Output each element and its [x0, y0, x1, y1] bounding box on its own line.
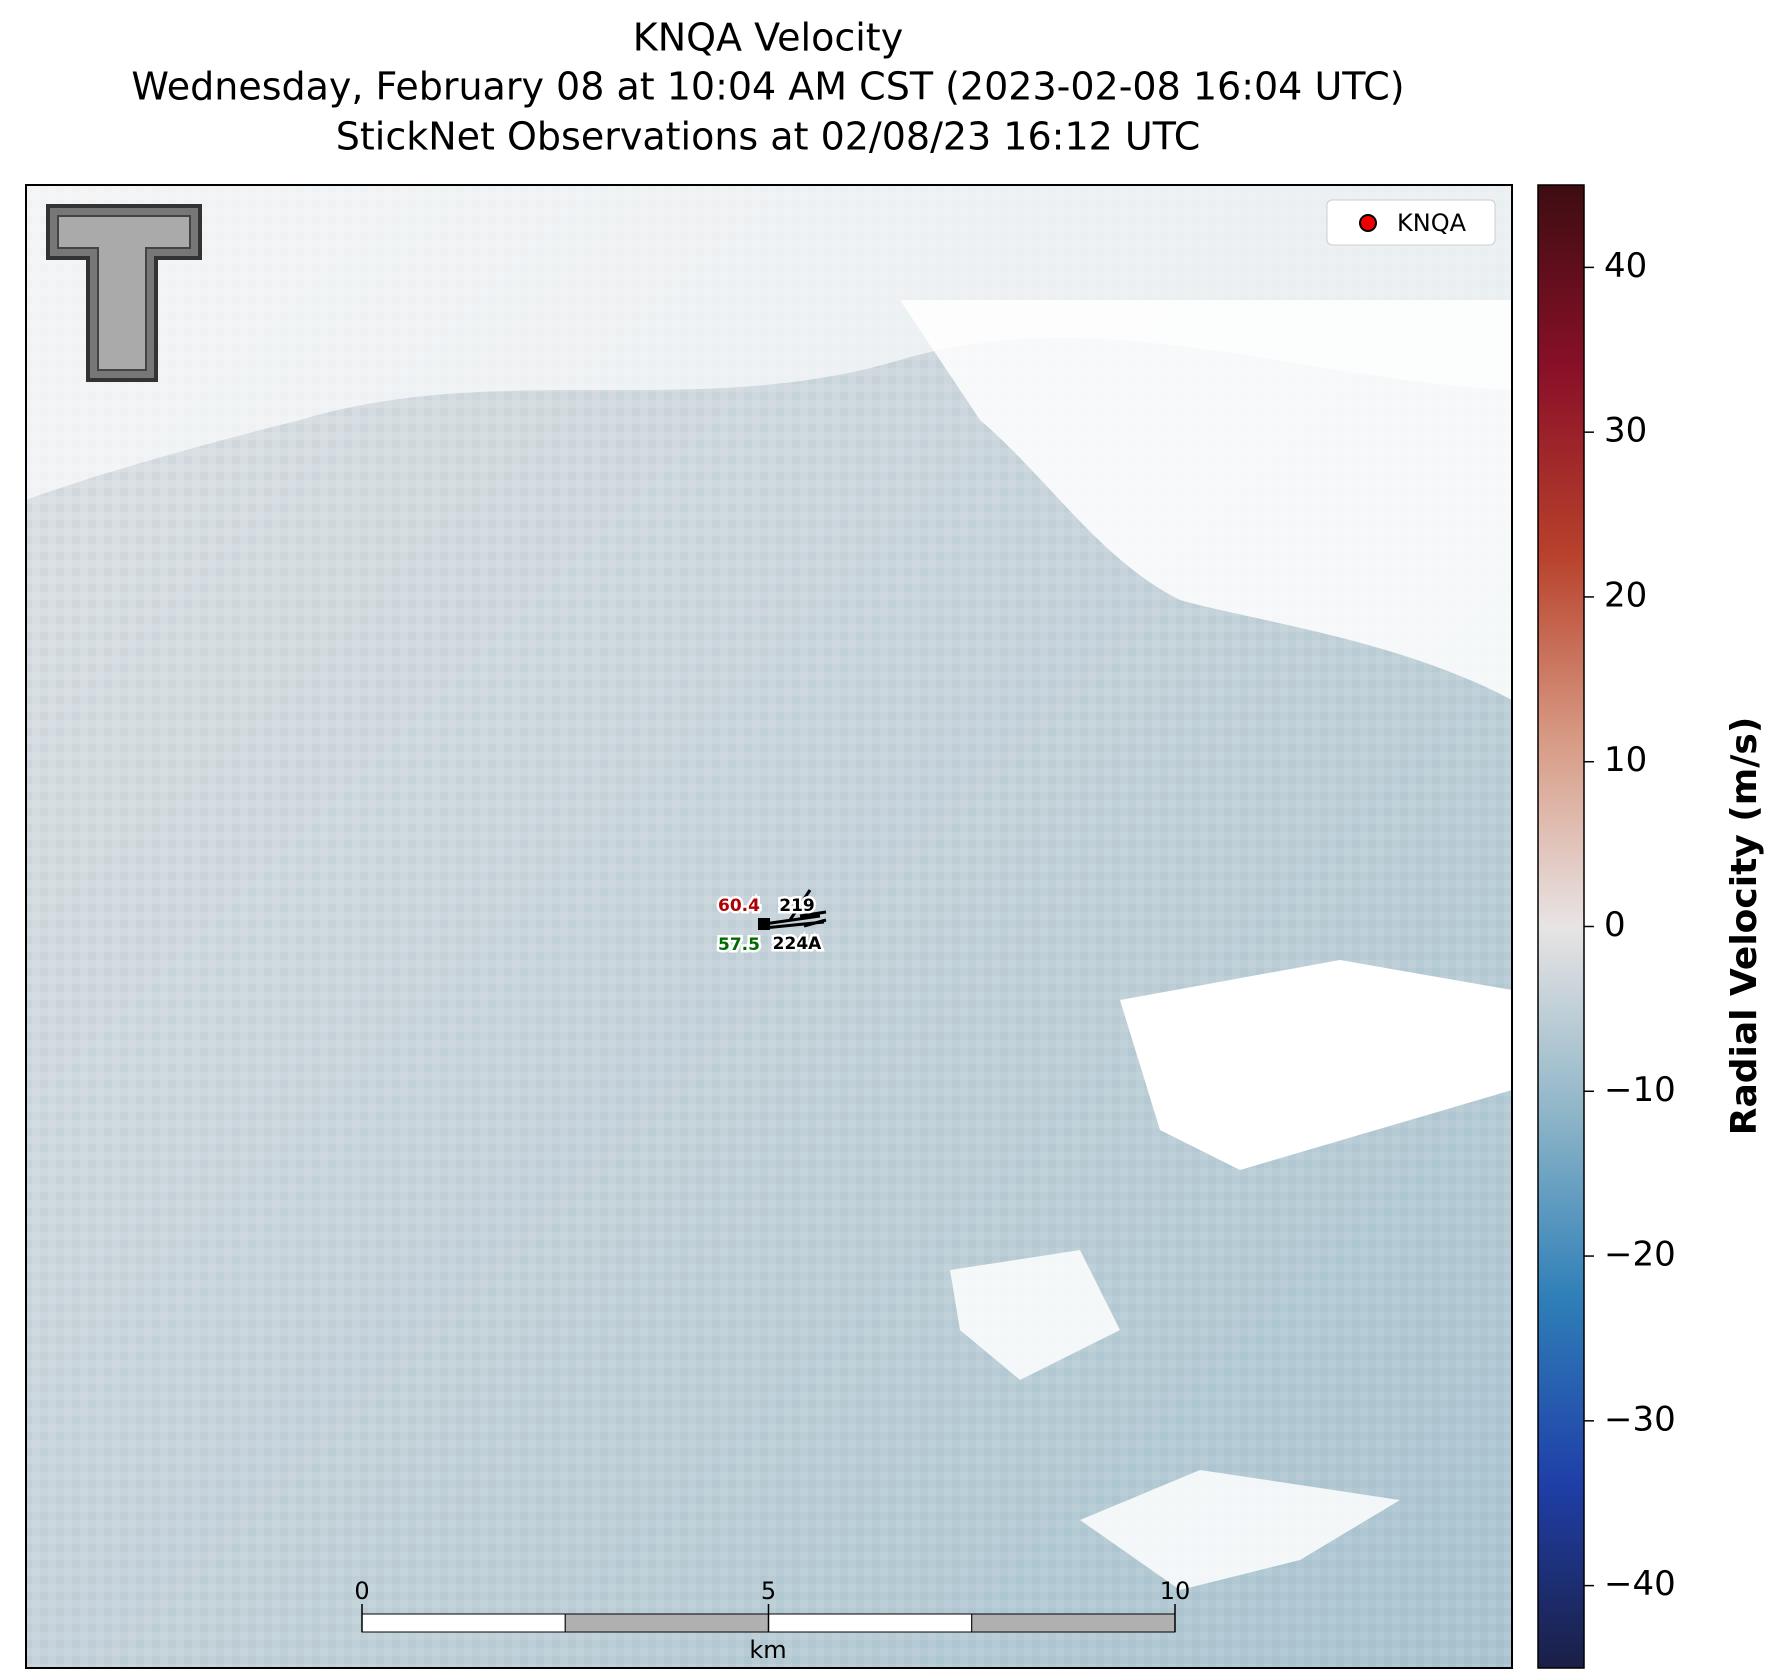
- map-frame: [25, 184, 1513, 1669]
- station-id: 224A: [773, 934, 822, 954]
- legend-marker: [1359, 214, 1377, 232]
- station-plot: 60.4 57.5 219 224A: [716, 889, 827, 958]
- colorbar-label: Radial Velocity (m/s): [1724, 717, 1765, 1136]
- logo: [46, 204, 202, 382]
- colorbar-tick-label: −20: [1604, 1235, 1676, 1275]
- colorbar-tick-label: 30: [1604, 411, 1647, 451]
- colorbar-tick-label: −10: [1604, 1070, 1676, 1110]
- scale-tick-label: 0: [354, 1577, 369, 1605]
- scale-unit: km: [749, 1636, 786, 1664]
- scale-bar: km 0 5 10: [354, 1577, 1190, 1664]
- colorbar-tick-label: 20: [1604, 575, 1647, 615]
- colorbar-tick-label: 0: [1604, 905, 1626, 945]
- scale-tick-label: 10: [1160, 1577, 1191, 1605]
- colorbar: [1537, 184, 1585, 1669]
- scale-segment: [361, 1613, 566, 1633]
- scale-segment: [768, 1613, 973, 1633]
- scale-segment: [971, 1613, 1176, 1633]
- legend: KNQA: [1326, 199, 1496, 246]
- scale-segment: [564, 1613, 769, 1633]
- colorbar-tick-label: 10: [1604, 740, 1647, 780]
- title-line: StickNet Observations at 02/08/23 16:12 …: [336, 115, 1200, 159]
- colorbar-tick-label: −40: [1604, 1564, 1676, 1604]
- title-line: KNQA Velocity: [633, 16, 903, 60]
- title-line: Wednesday, February 08 at 10:04 AM CST (…: [131, 65, 1404, 109]
- dewpoint: 57.5: [718, 935, 760, 955]
- scale-tick-label: 5: [761, 1577, 776, 1605]
- colorbar-tick-label: −30: [1604, 1399, 1676, 1439]
- station-code: 219: [779, 896, 815, 916]
- temperature: 60.4: [718, 896, 760, 916]
- colorbar-tick-label: 40: [1604, 246, 1647, 286]
- legend-label: KNQA: [1397, 209, 1467, 237]
